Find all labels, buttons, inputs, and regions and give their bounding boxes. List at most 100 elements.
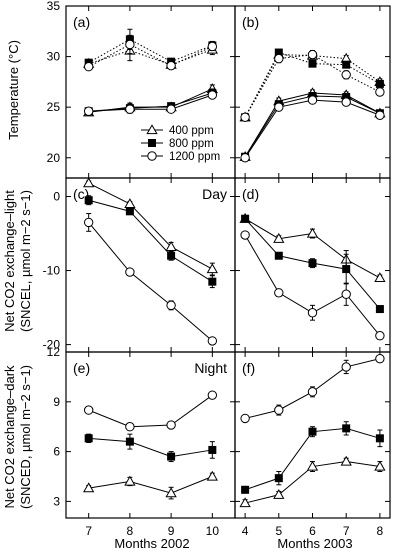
- data-point: [83, 62, 94, 72]
- data-point: [166, 420, 176, 430]
- x-tick-label: 4: [242, 524, 249, 538]
- series-1200-ppm: [240, 353, 385, 424]
- data-point: [83, 405, 94, 415]
- data-point: [125, 104, 135, 114]
- outer-x-labels: Months 2002 Months 2003: [114, 536, 352, 551]
- data-point: [375, 434, 384, 443]
- ylabel-light-line2: (SNCEL, µmol m−2 s−1): [18, 190, 33, 332]
- x-tick-label: 9: [168, 524, 175, 538]
- panel-d: (d): [234, 177, 391, 353]
- panel-annotation: Night: [194, 360, 227, 376]
- data-point: [342, 60, 351, 69]
- data-point: [83, 482, 95, 493]
- data-point: [342, 265, 351, 274]
- series-line: [244, 51, 381, 118]
- data-point: [308, 427, 317, 436]
- data-point: [240, 153, 250, 163]
- data-point: [274, 102, 284, 112]
- data-point: [273, 488, 285, 499]
- y-tick-label: 0: [53, 190, 60, 204]
- x-tick-label: 10: [206, 524, 220, 538]
- legend-marker: [146, 124, 158, 135]
- data-point: [166, 104, 176, 114]
- series-1200-ppm: [83, 390, 218, 432]
- data-point: [307, 95, 318, 105]
- data-point: [125, 267, 135, 277]
- y-tick-label: -20: [43, 338, 61, 352]
- data-point: [166, 300, 176, 311]
- data-point: [375, 110, 385, 120]
- data-point: [167, 251, 176, 260]
- data-point: [207, 390, 218, 400]
- ylabel-dark-line1: Net CO2 exchange–dark: [2, 365, 17, 509]
- panel-b: (b): [234, 5, 391, 179]
- series-400-ppm: [83, 470, 218, 500]
- data-point: [341, 362, 351, 372]
- legend-label: 400 ppm: [169, 125, 214, 137]
- data-point: [375, 353, 385, 364]
- data-point: [125, 422, 135, 432]
- y-tick-label: 30: [47, 50, 61, 64]
- y-tick-label: -10: [43, 264, 61, 278]
- data-point: [306, 460, 319, 471]
- data-point: [308, 259, 317, 268]
- series-800-ppm: [241, 214, 384, 314]
- data-point: [375, 79, 384, 88]
- ylabel-dark-line2: (SNCED, µmol m−2 s−1): [18, 365, 33, 509]
- data-point: [308, 59, 317, 68]
- x-tick-label: 7: [343, 524, 350, 538]
- x-tick-label: 8: [127, 524, 134, 538]
- data-point: [374, 272, 386, 283]
- data-point: [206, 263, 218, 274]
- x-tick-label: 6: [309, 524, 316, 538]
- data-point: [165, 241, 177, 251]
- series-line: [88, 49, 213, 66]
- ylabel-temperature: Temperature (°C): [6, 40, 21, 140]
- data-point: [125, 437, 134, 446]
- y-tick-label: 9: [53, 395, 60, 409]
- panel-label: (a): [73, 14, 90, 30]
- x-tick-label: 8: [377, 524, 384, 538]
- data-point: [273, 232, 285, 243]
- series-400-ppm: [83, 177, 218, 276]
- data-point: [207, 336, 218, 346]
- data-point: [274, 288, 284, 298]
- data-point: [307, 49, 318, 60]
- y-tick-label: 25: [47, 100, 61, 114]
- data-point: [207, 90, 218, 100]
- data-point: [240, 112, 250, 122]
- series-400-ppm-day: [83, 39, 218, 70]
- series-800-ppm-day: [84, 28, 217, 67]
- x-tick-label: 5: [275, 524, 282, 538]
- data-point: [375, 87, 385, 97]
- data-point: [125, 207, 134, 216]
- series-1200-ppm-night: [83, 90, 218, 116]
- series-800-ppm: [84, 195, 217, 289]
- data-point: [375, 331, 385, 341]
- data-point: [83, 106, 94, 116]
- panel-c: 0-10-20(c) Day: [43, 177, 236, 353]
- data-point: [124, 475, 136, 486]
- data-point: [165, 487, 177, 498]
- y-tick-label: 6: [53, 445, 60, 459]
- data-point: [274, 53, 284, 64]
- series-800-ppm: [84, 433, 217, 463]
- series-400-ppm: [239, 455, 386, 508]
- legend-marker: [147, 151, 157, 161]
- data-point: [208, 445, 217, 454]
- xlabel-months-2002: Months 2002: [114, 536, 189, 551]
- data-point: [241, 214, 250, 223]
- panel-label: (b): [242, 14, 259, 30]
- data-point: [340, 455, 352, 466]
- series-800-ppm: [241, 421, 384, 494]
- series-line: [88, 94, 213, 112]
- y-tick-label: 12: [47, 345, 61, 359]
- series-line: [244, 95, 381, 158]
- data-point: [374, 460, 386, 471]
- panel-f: 4 5 6 7 8 (f): [234, 351, 391, 538]
- data-point: [83, 217, 94, 228]
- data-point: [84, 196, 93, 205]
